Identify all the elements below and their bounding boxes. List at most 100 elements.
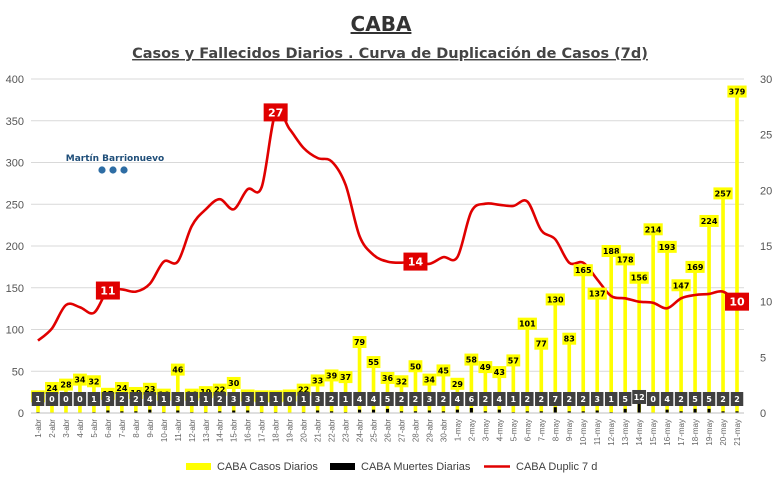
- cases-bar: [273, 401, 278, 413]
- left-tick-label: 300: [6, 158, 24, 170]
- deaths-label-box: [395, 392, 408, 406]
- x-tick-label: 7-abr: [118, 419, 127, 438]
- deaths-data-label: 1: [511, 395, 517, 404]
- deaths-label-box: [143, 392, 157, 406]
- deaths-data-label: 2: [399, 395, 405, 404]
- deaths-data-label: 3: [315, 395, 321, 404]
- deaths-data-label: 1: [301, 395, 307, 404]
- deaths-data-label: 5: [692, 395, 698, 404]
- deaths-bar: [553, 407, 557, 413]
- cases-bar: [36, 401, 40, 413]
- cases-data-label: 130: [547, 295, 564, 304]
- cases-label-box: [226, 376, 241, 389]
- left-tick-label: 0: [18, 408, 24, 420]
- cases-data-label: 58: [466, 356, 478, 365]
- left-tick-label: 350: [6, 116, 24, 128]
- deaths-data-label: 7: [552, 395, 558, 404]
- cases-bar: [567, 343, 572, 413]
- cases-data-label: 77: [536, 340, 547, 349]
- doubling-label-box: [725, 292, 750, 311]
- deaths-bar: [665, 409, 669, 413]
- deaths-label-box: [185, 392, 199, 406]
- cases-label-box: [643, 223, 663, 236]
- cases-label-box: [517, 317, 537, 330]
- right-y-axis: 0 5 10 15 20 25 30: [760, 74, 772, 420]
- cases-data-label: 22: [298, 386, 309, 395]
- x-tick-label: 13-abr: [202, 419, 211, 442]
- deaths-data-label: 2: [119, 395, 125, 404]
- cases-label-box: [727, 85, 747, 98]
- cases-bar: [693, 271, 697, 413]
- legend-label-deaths: CABA Muertes Diarias: [361, 461, 471, 473]
- x-tick-label: 7-may: [537, 419, 546, 441]
- deaths-label-box: [507, 392, 520, 406]
- x-tick-label: 12-may: [607, 419, 616, 446]
- cases-label-box: [615, 253, 635, 266]
- legend-swatch-cases: [186, 463, 211, 470]
- cases-label-box: [713, 187, 733, 200]
- x-tick-label: 8-abr: [132, 419, 141, 438]
- x-tick-label: 6-may: [523, 419, 532, 441]
- deaths-bar: [497, 409, 501, 413]
- deaths-label-box: [716, 392, 730, 406]
- cases-bar: [553, 304, 558, 413]
- x-tick-label: 3-may: [481, 419, 490, 441]
- deaths-data-label: 1: [273, 395, 279, 404]
- x-tick-label: 11-may: [593, 419, 602, 445]
- left-tick-label: 400: [6, 74, 24, 86]
- cases-data-label: 101: [519, 320, 536, 329]
- x-tick-label: 19-abr: [286, 419, 295, 442]
- deaths-label-box: [632, 389, 647, 404]
- left-tick-label: 250: [6, 199, 24, 211]
- deaths-label-box: [241, 392, 254, 406]
- deaths-bar: [721, 411, 725, 413]
- deaths-label-box: [702, 392, 716, 406]
- deaths-data-label: 5: [385, 395, 391, 404]
- cases-label-box: [408, 360, 423, 373]
- deaths-label-box: [199, 392, 212, 406]
- deaths-bar: [441, 411, 445, 413]
- gridlines: [31, 78, 744, 414]
- deaths-bar: [371, 409, 376, 413]
- deaths-bar: [413, 411, 417, 413]
- cases-data-label: 24: [116, 384, 128, 393]
- cases-bar: [539, 348, 544, 413]
- deaths-label-box: [465, 392, 478, 406]
- deaths-data-label: 2: [566, 395, 572, 404]
- cases-data-label: 169: [687, 263, 704, 272]
- deaths-bar: [316, 410, 320, 413]
- deaths-bar: [358, 409, 362, 413]
- x-tick-label: 15-abr: [230, 419, 239, 442]
- deaths-bar: [218, 411, 222, 413]
- deaths-label-box: [255, 392, 268, 406]
- deaths-label-box: [311, 392, 324, 406]
- cases-data-label: 43: [494, 368, 505, 377]
- cases-label-box: [436, 364, 451, 377]
- x-tick-label: 3-abr: [62, 419, 71, 438]
- deaths-data-label: 5: [622, 395, 628, 404]
- cases-label-box: [464, 353, 479, 366]
- cases-label-box: [422, 373, 437, 386]
- deaths-label-box: [730, 392, 744, 406]
- x-tick-label: 29-abr: [425, 419, 434, 442]
- deaths-label-box: [45, 392, 59, 406]
- cases-data-label: 23: [144, 385, 155, 394]
- cases-label-box: [380, 371, 395, 384]
- cases-bar: [189, 399, 194, 413]
- deaths-bar: [134, 411, 138, 413]
- deaths-data-label: 3: [105, 395, 111, 404]
- cases-data-label: 178: [617, 255, 634, 264]
- deaths-data-label: 1: [259, 395, 265, 404]
- cases-bar: [679, 290, 683, 413]
- cases-label-box: [657, 240, 677, 253]
- deaths-bar: [539, 411, 543, 413]
- cases-bar: [245, 400, 250, 413]
- x-tick-label: 2-abr: [48, 419, 57, 438]
- facebook-icon: [98, 166, 106, 174]
- watermark-text: Martín Barrionuevo: [66, 154, 164, 164]
- deaths-label-box: [535, 392, 548, 406]
- deaths-data-label: 4: [371, 395, 377, 404]
- cases-bar: [651, 234, 655, 413]
- deaths-bar: [148, 409, 152, 413]
- x-tick-label: 15-may: [649, 419, 658, 446]
